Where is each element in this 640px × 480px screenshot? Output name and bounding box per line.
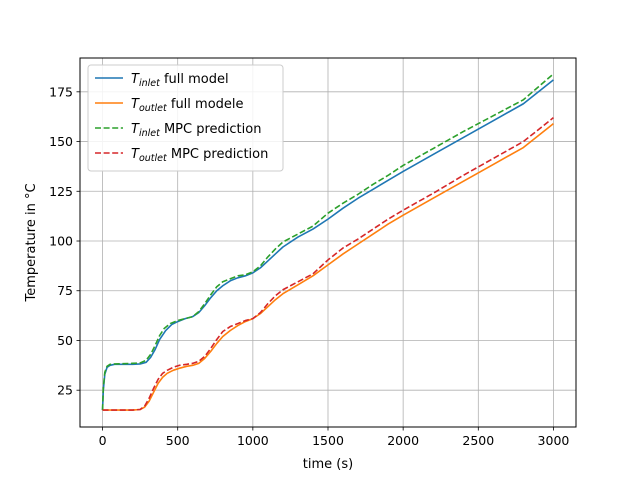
legend-label-1: Tinlet full model	[131, 72, 229, 89]
legend-label-3: Tinlet MPC prediction	[131, 122, 261, 139]
series-lines	[101, 73, 554, 411]
x-tick-label: 2500	[462, 433, 494, 448]
y-tick-label: 75	[57, 283, 73, 298]
x-tick-label: 1000	[237, 433, 269, 448]
x-axis-label: time (s)	[303, 457, 353, 472]
y-tick-label: 100	[49, 234, 73, 249]
x-tick-label: 3000	[538, 433, 570, 448]
y-tick-label: 25	[57, 383, 73, 398]
y-tick-label: 150	[49, 134, 73, 149]
series-line-2	[102, 123, 554, 411]
axis-ticks: 0 500 1000 1500 2000 2500 3000 25 50 75 100 125 150 1…	[49, 84, 569, 448]
series-line-4	[102, 117, 554, 411]
legend-label-2: Toutlet full modele	[131, 97, 244, 114]
y-tick-label: 50	[57, 333, 73, 348]
x-tick-label: 2000	[387, 433, 419, 448]
series-line-3	[101, 73, 554, 411]
legend-box	[87, 64, 284, 172]
x-tick-label: 500	[166, 433, 190, 448]
y-axis-label: Temperature in °C	[24, 183, 39, 302]
x-tick-label: 1500	[312, 433, 344, 448]
series-line-1	[101, 79, 554, 411]
x-tick-label: 0	[99, 433, 107, 448]
legend-label-4: Toutlet MPC prediction	[131, 147, 268, 164]
legend: Tinlet full model Toutlet full modele Tinl…	[87, 64, 284, 172]
y-tick-label: 125	[49, 184, 73, 199]
plot-frame	[79, 57, 577, 428]
y-tick-label: 175	[49, 84, 73, 99]
